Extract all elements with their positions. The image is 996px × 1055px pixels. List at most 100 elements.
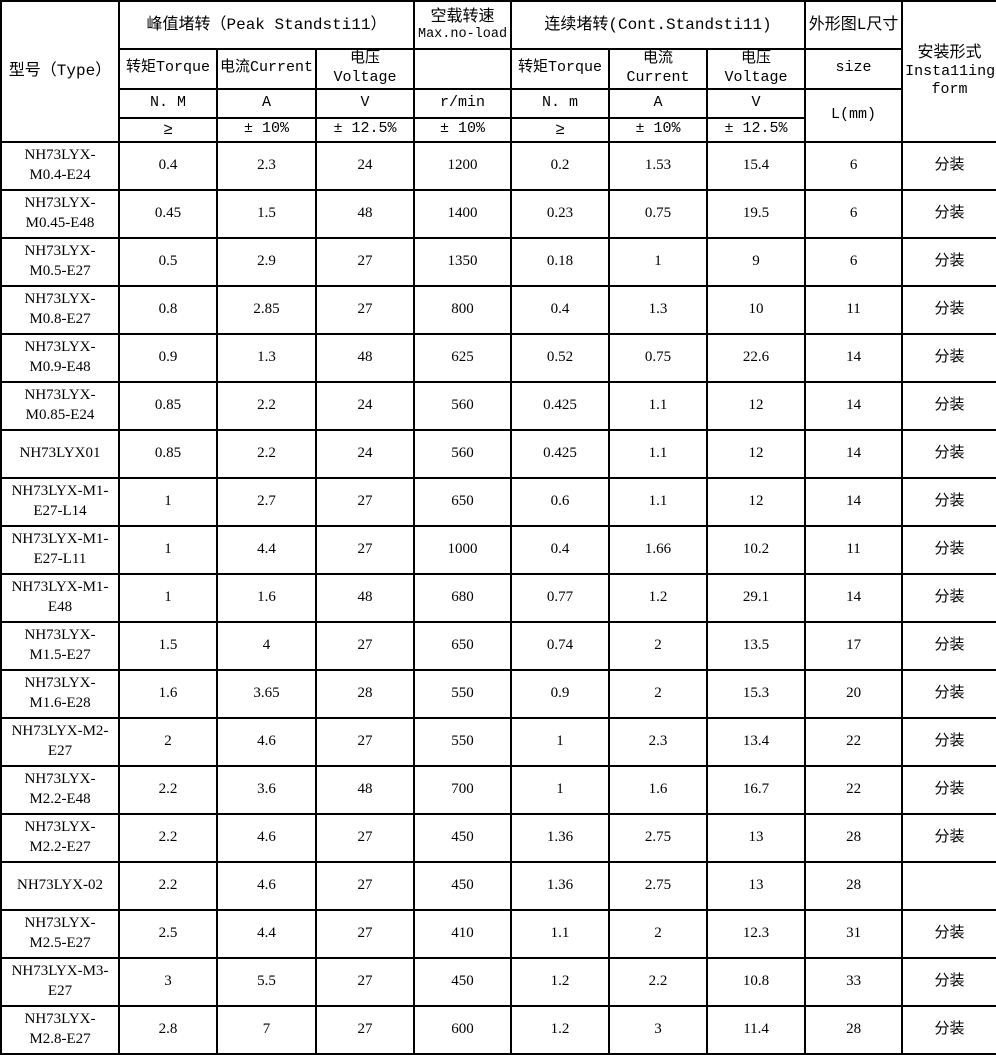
noload-group-header: 空载转速 Max.no-load xyxy=(413,0,513,50)
cont-torque-cell: 0.4 xyxy=(510,284,611,335)
install-header-line3: form xyxy=(931,81,968,99)
peak-torque-cell: 2.2 xyxy=(118,860,218,911)
install-form-cell: 分装 xyxy=(901,236,996,287)
cont-current-cell: 2.75 xyxy=(608,812,709,863)
peak-current-cell: 1.5 xyxy=(216,188,317,239)
install-form-cell: 分装 xyxy=(901,476,996,527)
cont-torque-cell: 0.6 xyxy=(510,476,611,527)
size-l-cell: 6 xyxy=(804,140,904,191)
noload-empty-cell xyxy=(413,48,513,90)
peak-voltage-cell: 27 xyxy=(314,956,416,1007)
cont-current-cell: 2 xyxy=(608,908,709,959)
install-header-line2: Insta11ing xyxy=(905,62,996,80)
peak-torque-cell: 0.5 xyxy=(118,236,218,287)
size-l-cell: 11 xyxy=(804,524,904,575)
table-body: NH73LYX-M0.4-E24 0.4 2.3 24 1200 0.2 1.53 15.4 6… xyxy=(0,140,996,1055)
peak-voltage-cell: 27 xyxy=(314,620,416,671)
model-cell: NH73LYX-M0.8-E27 xyxy=(0,284,120,335)
cont-voltage-tolerance: ± 12.5% xyxy=(706,116,807,143)
size-l-cell: 28 xyxy=(804,812,904,863)
noload-speed-cell: 650 xyxy=(413,620,513,671)
table-row: NH73LYX-M2.5-E27 2.5 4.4 27 410 1.1 2 12.3 31 分装 xyxy=(0,908,996,959)
cont-voltage-cell: 16.7 xyxy=(706,764,807,815)
size-l-cell: 20 xyxy=(804,668,904,719)
cont-voltage-cell: 10.8 xyxy=(706,956,807,1007)
peak-current-cell: 4 xyxy=(216,620,317,671)
size-l-cell: 28 xyxy=(804,860,904,911)
size-l-cell: 31 xyxy=(804,908,904,959)
noload-speed-cell: 1400 xyxy=(413,188,513,239)
table-row: NH73LYX-M1-E48 1 1.6 48 680 0.77 1.2 29.1 14 分装 xyxy=(0,572,996,623)
peak-torque-cell: 2.5 xyxy=(118,908,218,959)
cont-voltage-cell: 15.3 xyxy=(706,668,807,719)
peak-voltage-cell: 27 xyxy=(314,716,416,767)
peak-voltage-cell: 27 xyxy=(314,1004,416,1055)
peak-torque-cell: 1 xyxy=(118,476,218,527)
model-cell: NH73LYX-M1-E48 xyxy=(0,572,120,623)
noload-speed-cell: 450 xyxy=(413,812,513,863)
table-row: NH73LYX-M0.45-E48 0.45 1.5 48 1400 0.23 0.75 19… xyxy=(0,188,996,239)
table-row: NH73LYX-M1.6-E28 1.6 3.65 28 550 0.9 2 15.3 20 分装 xyxy=(0,668,996,719)
peak-voltage-cell: 48 xyxy=(314,332,416,383)
size-l-cell: 14 xyxy=(804,476,904,527)
cont-current-cell: 0.75 xyxy=(608,188,709,239)
cont-torque-cell: 0.52 xyxy=(510,332,611,383)
peak-torque-cell: 2.2 xyxy=(118,812,218,863)
install-header-line1: 安装形式 xyxy=(917,43,982,62)
peak-current-cell: 4.6 xyxy=(216,860,317,911)
peak-voltage-cell: 27 xyxy=(314,524,416,575)
cont-voltage-header: 电压Voltage xyxy=(706,48,807,90)
noload-speed-cell: 550 xyxy=(413,716,513,767)
noload-speed-cell: 410 xyxy=(413,908,513,959)
peak-torque-cell: 0.9 xyxy=(118,332,218,383)
table-row: NH73LYX-M1-E27-L11 1 4.4 27 1000 0.4 1.66 10.2 1… xyxy=(0,524,996,575)
table-row: NH73LYX-M2.2-E27 2.2 4.6 27 450 1.36 2.75 13 28 分… xyxy=(0,812,996,863)
cont-current-tolerance: ± 10% xyxy=(608,116,709,143)
cont-torque-cell: 0.18 xyxy=(510,236,611,287)
table-row: NH73LYX-M0.9-E48 0.9 1.3 48 625 0.52 0.75 22.6 1… xyxy=(0,332,996,383)
model-cell: NH73LYX-M1.5-E27 xyxy=(0,620,120,671)
peak-current-cell: 2.85 xyxy=(216,284,317,335)
install-form-cell: 分装 xyxy=(901,908,996,959)
size-l-cell: 11 xyxy=(804,284,904,335)
model-cell: NH73LYX-M0.9-E48 xyxy=(0,332,120,383)
model-cell: NH73LYX-M2.2-E27 xyxy=(0,812,120,863)
peak-torque-cell: 3 xyxy=(118,956,218,1007)
peak-current-cell: 2.2 xyxy=(216,380,317,431)
peak-current-cell: 5.5 xyxy=(216,956,317,1007)
cont-current-cell: 1.53 xyxy=(608,140,709,191)
peak-current-cell: 7 xyxy=(216,1004,317,1055)
cont-current-cell: 1.66 xyxy=(608,524,709,575)
cont-torque-unit: N. m xyxy=(510,87,611,119)
peak-voltage-unit: V xyxy=(314,87,416,119)
peak-voltage-cell: 24 xyxy=(314,428,416,479)
peak-torque-cell: 0.8 xyxy=(118,284,218,335)
cont-voltage-cell: 10 xyxy=(706,284,807,335)
table-row: NH73LYX-M1-E27-L14 1 2.7 27 650 0.6 1.1 12 14 分装 xyxy=(0,476,996,527)
cont-voltage-unit: V xyxy=(706,87,807,119)
cont-voltage-cell: 12 xyxy=(706,380,807,431)
peak-torque-cell: 1 xyxy=(118,524,218,575)
cont-voltage-cell: 15.4 xyxy=(706,140,807,191)
peak-voltage-cell: 27 xyxy=(314,908,416,959)
cont-current-cell: 2.75 xyxy=(608,860,709,911)
peak-voltage-cell: 27 xyxy=(314,860,416,911)
header-row-units: N. M A V r/min N. m A V L(mm) xyxy=(1,87,996,143)
cont-voltage-cell: 13 xyxy=(706,812,807,863)
cont-current-cell: 1.2 xyxy=(608,572,709,623)
peak-current-cell: 4.6 xyxy=(216,716,317,767)
peak-current-cell: 3.65 xyxy=(216,668,317,719)
install-form-cell: 分装 xyxy=(901,1004,996,1055)
peak-current-cell: 1.3 xyxy=(216,332,317,383)
model-cell: NH73LYX-M2.8-E27 xyxy=(0,1004,120,1055)
noload-header-line2: Max.no-load xyxy=(417,26,508,42)
peak-voltage-header: 电压Voltage xyxy=(314,48,416,90)
table-row: NH73LYX-M0.85-E24 0.85 2.2 24 560 0.425 1.1 12 1… xyxy=(0,380,996,431)
cont-torque-cell: 0.23 xyxy=(510,188,611,239)
model-cell: NH73LYX-M0.5-E27 xyxy=(0,236,120,287)
cont-voltage-cell: 12.3 xyxy=(706,908,807,959)
install-form-cell: 分装 xyxy=(901,284,996,335)
noload-speed-cell: 560 xyxy=(413,428,513,479)
peak-torque-cell: 2.8 xyxy=(118,1004,218,1055)
